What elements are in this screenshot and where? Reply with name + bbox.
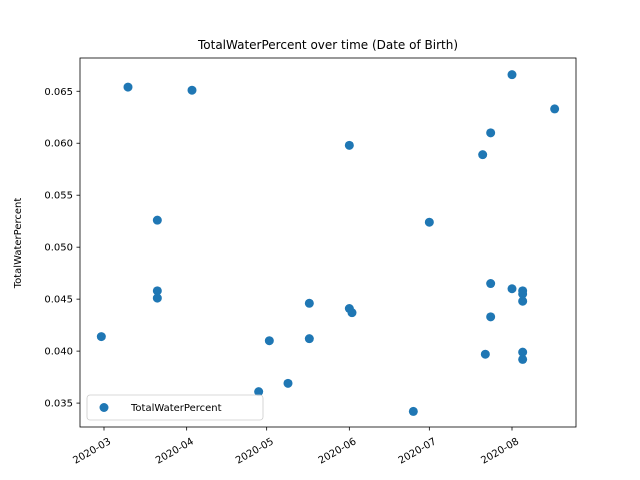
data-point <box>187 85 197 95</box>
data-point <box>478 150 488 160</box>
data-point <box>152 293 162 303</box>
y-tick-label: 0.045 <box>44 295 73 306</box>
points-layer <box>96 70 560 416</box>
data-point <box>518 296 528 306</box>
data-point <box>254 387 264 397</box>
data-point <box>518 354 528 364</box>
y-tick-label: 0.035 <box>44 399 73 410</box>
y-tick-label: 0.040 <box>44 347 73 358</box>
data-point <box>486 279 496 289</box>
legend-box <box>86 394 264 421</box>
data-point <box>347 308 357 318</box>
data-point <box>518 347 528 357</box>
data-point <box>304 334 314 344</box>
data-point <box>486 128 496 138</box>
y-axis-label: TotalWaterPercent <box>13 198 24 290</box>
data-point <box>152 215 162 225</box>
data-point <box>283 378 293 388</box>
data-point <box>507 284 517 294</box>
data-point <box>408 406 418 416</box>
data-point <box>486 312 496 322</box>
y-axis-ticks: 0.035 0.040 0.045 0.050 0.055 0.060 0.065 <box>44 87 80 410</box>
data-point <box>550 104 560 114</box>
y-tick-label: 0.055 <box>44 191 73 202</box>
data-point <box>424 217 434 227</box>
legend-entry-label: TotalWaterPercent <box>130 403 222 414</box>
data-point <box>264 336 274 346</box>
data-point <box>123 82 133 92</box>
plot-frame <box>79 57 577 428</box>
legend: TotalWaterPercent <box>86 394 264 421</box>
y-tick-label: 0.050 <box>44 243 73 254</box>
data-point <box>152 286 162 296</box>
data-point <box>304 298 314 308</box>
y-tick-label: 0.060 <box>44 139 73 150</box>
data-point <box>344 140 354 150</box>
data-point <box>518 289 528 299</box>
data-point <box>507 70 517 80</box>
data-point <box>96 332 106 342</box>
legend-marker <box>99 403 109 412</box>
chart-title: TotalWaterPercent over time (Date of Bir… <box>197 38 458 52</box>
y-tick-label: 0.065 <box>44 87 73 98</box>
data-point <box>480 349 490 359</box>
